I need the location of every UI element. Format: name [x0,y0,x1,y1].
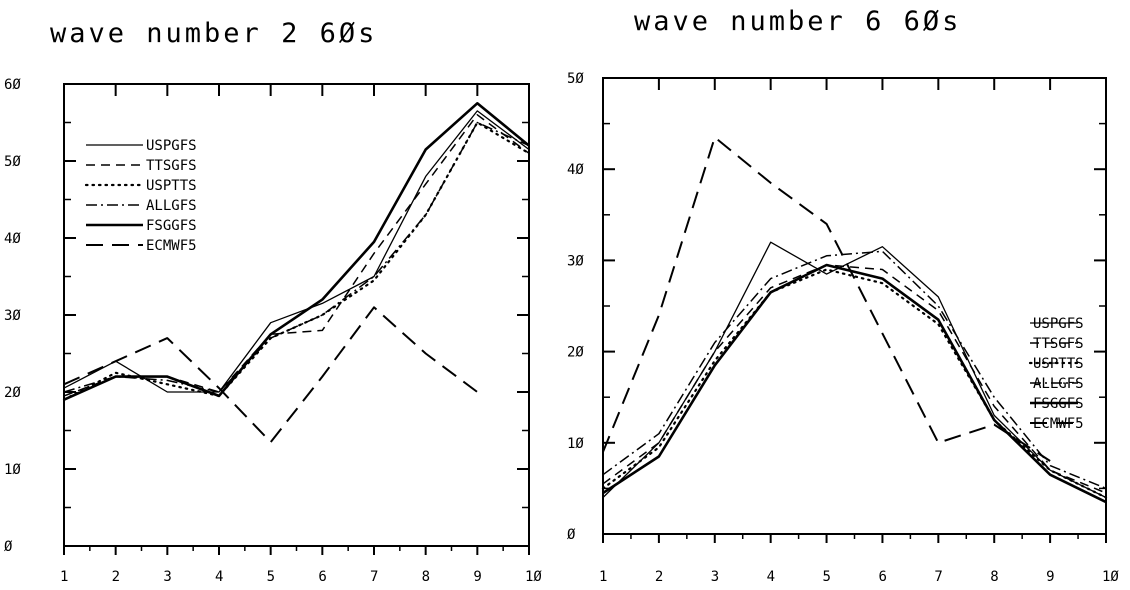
chart-title: wave number 2 6Øs [50,18,377,49]
y-tick-label: 5Ø [4,154,21,170]
chart-legend: USPGFS TTSGFS USPTTS ALLGFS FSGGFS ECMWF5 [1028,316,1084,432]
x-tick-label: 2 [655,569,663,585]
x-tick-label: 7 [370,569,378,585]
y-tick-label: 4Ø [4,231,21,247]
x-tick-label: 5 [823,569,831,585]
series-line-usptts [62,121,531,401]
legend-label-uspgfs: USPGFS [146,138,197,154]
legend-label-ttsgfs: TTSGFS [1033,336,1084,352]
series-line-uspgfs [602,241,1107,499]
legend-label-ttsgfs: TTSGFS [146,158,197,174]
y-tick-label: 1Ø [567,436,584,452]
x-tick-label: 6 [318,569,326,585]
chart-legend: USPGFS TTSGFS USPTTS ALLGFS FSGGFS ECMWF5 [84,138,197,254]
legend-label-ecmwf5: ECMWF5 [146,238,197,254]
x-tick-label: 7 [934,569,942,585]
x-tick-label: 9 [1046,569,1054,585]
y-tick-label: 5Ø [567,71,584,87]
legend-label-allgfs: ALLGFS [1033,376,1084,392]
legend-label-usptts: USPTTS [1033,356,1084,372]
chart-panel-wave-number-2: wave number 2 6Øs 1 2 3 4 5 6 7 8 9 1Ø Ø 1Ø 2Ø 3Ø 4Ø 5Ø 6… [4,18,542,585]
series-line-ttsgfs [602,264,1107,494]
x-tick-label: 1Ø [1102,569,1119,585]
series-line-usptts [601,268,1108,499]
series-line-allgfs [602,250,1107,490]
y-tick-label: 6Ø [4,77,21,93]
legend-label-uspgfs: USPGFS [1033,316,1084,332]
y-tick-label: 2Ø [567,345,584,361]
y-tick-label: Ø [4,539,13,555]
series-line-fsggfs [63,102,530,401]
x-tick-label: 4 [767,569,775,585]
series-line-ecmwf5 [602,136,1051,462]
y-tick-label: 3Ø [567,253,584,269]
chart-title: wave number 6 6Øs [634,6,961,37]
series-line-fsggfs [602,263,1107,504]
legend-label-ecmwf5: ECMWF5 [1033,416,1084,432]
x-tick-label: 2 [112,569,120,585]
legend-label-fsggfs: FSGGFS [146,218,197,234]
x-tick-label: 3 [711,569,719,585]
series-line-ecmwf5 [63,306,478,444]
x-tick-label: 8 [422,569,430,585]
plot-frame [602,77,1107,535]
y-tick-label: Ø [567,527,576,543]
y-tick-label: 3Ø [4,308,21,324]
y-tick-label: 4Ø [567,162,584,178]
legend-label-fsggfs: FSGGFS [1033,396,1084,412]
x-tick-label: 9 [473,569,481,585]
x-tick-label: 6 [878,569,886,585]
legend-label-usptts: USPTTS [146,178,197,194]
x-tick-label: 1 [599,569,607,585]
x-tick-label: 1 [60,569,68,585]
y-tick-label: 2Ø [4,385,21,401]
x-tick-label: 8 [990,569,998,585]
x-tick-label: 1Ø [525,569,542,585]
legend-label-allgfs: ALLGFS [146,198,197,214]
series-line-allgfs [63,121,530,393]
x-tick-label: 5 [267,569,275,585]
series-line-ttsgfs [63,114,530,397]
x-tick-label: 3 [163,569,171,585]
y-tick-label: 1Ø [4,462,21,478]
x-tick-label: 4 [215,569,223,585]
chart-panel-wave-number-6: wave number 6 6Øs 1 2 3 4 5 6 7 8 9 1Ø Ø 1Ø 2Ø 3Ø 4Ø 5Ø U… [567,6,1119,585]
